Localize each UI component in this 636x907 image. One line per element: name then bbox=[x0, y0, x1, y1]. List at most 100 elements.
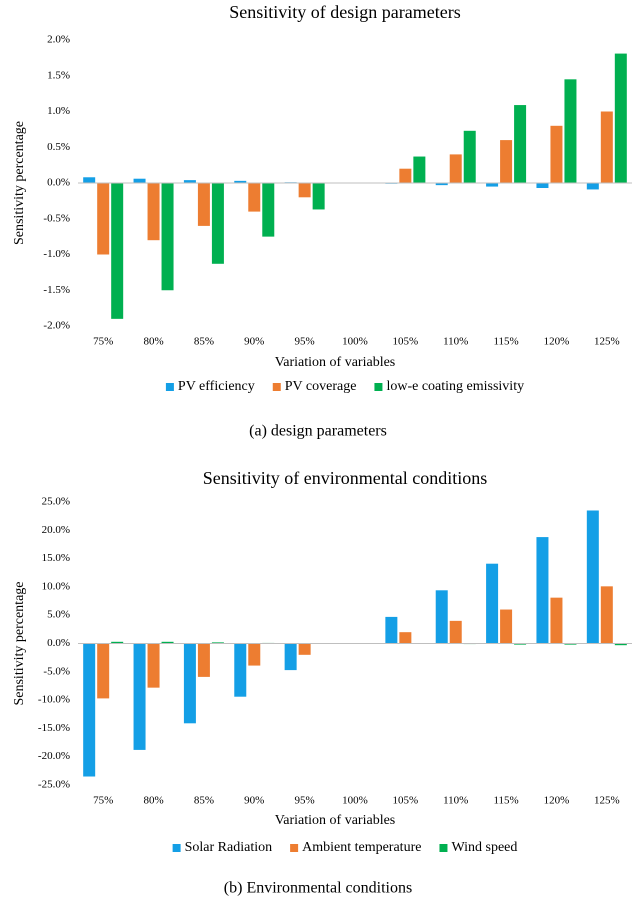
legend-label: PV efficiency bbox=[178, 379, 255, 394]
bar bbox=[413, 156, 426, 183]
x-tick-label: 85% bbox=[194, 336, 214, 348]
x-tick-label: 90% bbox=[244, 336, 264, 348]
x-tick-label: 95% bbox=[295, 336, 315, 348]
y-tick-label: -0.5% bbox=[43, 212, 70, 224]
legend-swatch bbox=[290, 844, 299, 852]
x-tick-label: 125% bbox=[594, 336, 620, 348]
bar bbox=[298, 183, 311, 198]
bar bbox=[435, 590, 448, 644]
bar bbox=[262, 183, 275, 237]
x-tick-label: 80% bbox=[143, 795, 163, 807]
legend-label: Ambient temperature bbox=[302, 840, 421, 855]
bar bbox=[614, 643, 627, 646]
y-tick-label: 0.0% bbox=[47, 637, 70, 649]
legend-label: low-e coating emissivity bbox=[386, 379, 524, 394]
x-tick-label: 100% bbox=[342, 795, 368, 807]
bar bbox=[83, 643, 96, 777]
y-tick-label: 15.0% bbox=[42, 552, 70, 564]
bar bbox=[550, 597, 563, 644]
x-tick-label: 120% bbox=[544, 795, 570, 807]
bar bbox=[586, 183, 599, 190]
bar bbox=[133, 643, 146, 750]
x-tick-label: 90% bbox=[244, 795, 264, 807]
bar bbox=[147, 183, 160, 241]
bar bbox=[536, 183, 549, 189]
bar bbox=[449, 620, 462, 644]
y-tick-label: 1.5% bbox=[47, 69, 70, 81]
bar bbox=[284, 643, 297, 671]
bar bbox=[463, 130, 476, 183]
bar bbox=[500, 609, 513, 644]
y-tick-label: 1.0% bbox=[47, 105, 70, 117]
bar bbox=[600, 586, 613, 644]
x-tick-label: 115% bbox=[493, 336, 518, 348]
x-tick-label: 105% bbox=[393, 336, 419, 348]
y-tick-label: 25.0% bbox=[42, 496, 70, 508]
y-tick-label: -25.0% bbox=[38, 779, 70, 791]
bar bbox=[486, 183, 499, 187]
bar bbox=[312, 183, 325, 210]
legend-label: PV coverage bbox=[285, 379, 357, 394]
x-tick-label: 105% bbox=[393, 795, 419, 807]
y-tick-label: 2.0% bbox=[47, 34, 70, 46]
y-tick-label: -1.0% bbox=[43, 248, 70, 260]
bar bbox=[298, 643, 311, 655]
y-tick-label: 0.5% bbox=[47, 141, 70, 153]
bar bbox=[183, 180, 196, 183]
bar bbox=[514, 643, 527, 645]
bar bbox=[197, 183, 210, 226]
bar bbox=[211, 642, 224, 644]
x-tick-label: 115% bbox=[493, 795, 518, 807]
bar bbox=[385, 616, 398, 644]
y-tick-label: 20.0% bbox=[42, 524, 70, 536]
bar bbox=[234, 180, 247, 183]
bar bbox=[248, 183, 261, 212]
caption: (a) design parameters bbox=[249, 423, 387, 440]
bar bbox=[248, 643, 261, 666]
y-tick-label: -10.0% bbox=[38, 694, 70, 706]
x-tick-label: 110% bbox=[443, 795, 468, 807]
bar bbox=[564, 79, 577, 183]
bar bbox=[161, 641, 174, 644]
bar bbox=[514, 105, 527, 183]
x-tick-label: 110% bbox=[443, 336, 468, 348]
y-axis-label: Sensitivity percentage bbox=[12, 121, 27, 245]
x-tick-label: 80% bbox=[143, 336, 163, 348]
legend-label: Wind speed bbox=[451, 840, 517, 855]
bar bbox=[111, 641, 124, 644]
legend-swatch bbox=[272, 383, 281, 391]
x-tick-label: 100% bbox=[342, 336, 368, 348]
bar bbox=[211, 183, 224, 264]
bar bbox=[133, 178, 146, 183]
y-tick-label: 0.0% bbox=[47, 177, 70, 189]
bar bbox=[435, 183, 448, 186]
bar bbox=[564, 643, 577, 645]
bar bbox=[83, 177, 96, 183]
y-tick-label: 10.0% bbox=[42, 580, 70, 592]
x-tick-label: 120% bbox=[544, 336, 570, 348]
bar bbox=[600, 111, 613, 183]
bar bbox=[197, 643, 210, 677]
chart-title: Sensitivity of environmental conditions bbox=[203, 468, 487, 488]
caption: (b) Environmental conditions bbox=[224, 880, 412, 897]
chart-title: Sensitivity of design parameters bbox=[229, 2, 460, 22]
bar bbox=[536, 537, 549, 644]
x-axis-label: Variation of variables bbox=[275, 813, 396, 828]
x-tick-label: 95% bbox=[295, 795, 315, 807]
bar bbox=[550, 125, 563, 183]
legend-swatch bbox=[374, 383, 383, 391]
legend-swatch bbox=[165, 383, 174, 391]
bar bbox=[486, 563, 499, 644]
y-tick-label: -1.5% bbox=[43, 284, 70, 296]
legend-label: Solar Radiation bbox=[185, 840, 273, 855]
y-axis-label: Sensitivity percentage bbox=[12, 581, 27, 705]
bar bbox=[614, 53, 627, 184]
bar bbox=[449, 154, 462, 183]
bar bbox=[111, 183, 124, 319]
bar bbox=[500, 140, 513, 183]
y-tick-label: 5.0% bbox=[47, 609, 70, 621]
bar bbox=[97, 183, 110, 255]
x-axis-label: Variation of variables bbox=[275, 355, 396, 370]
